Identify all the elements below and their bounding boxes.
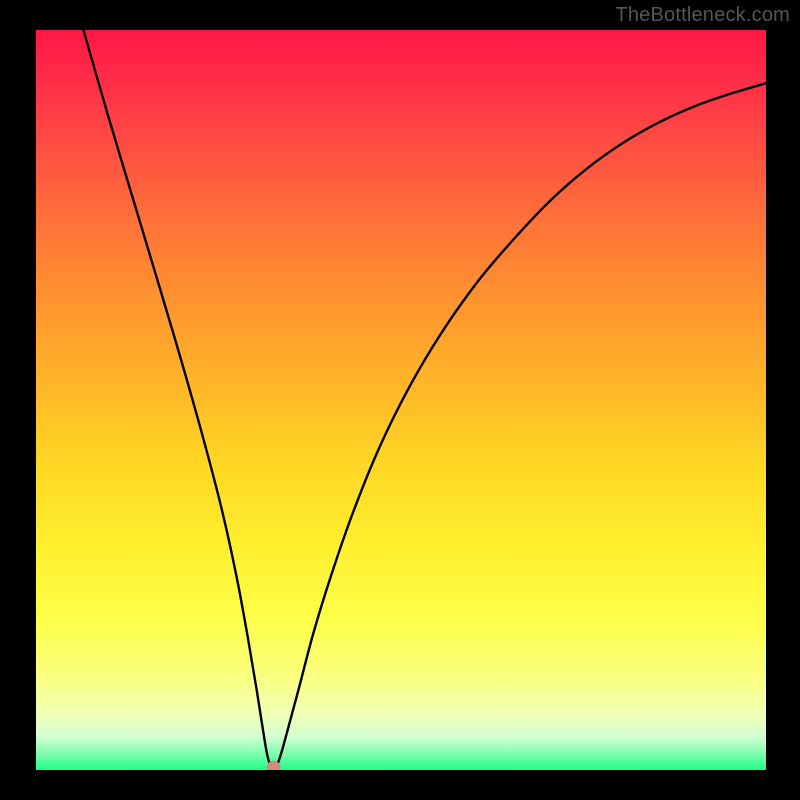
gradient-background: [36, 30, 766, 770]
plot-area: [36, 30, 766, 770]
watermark-text: TheBottleneck.com: [615, 4, 790, 27]
